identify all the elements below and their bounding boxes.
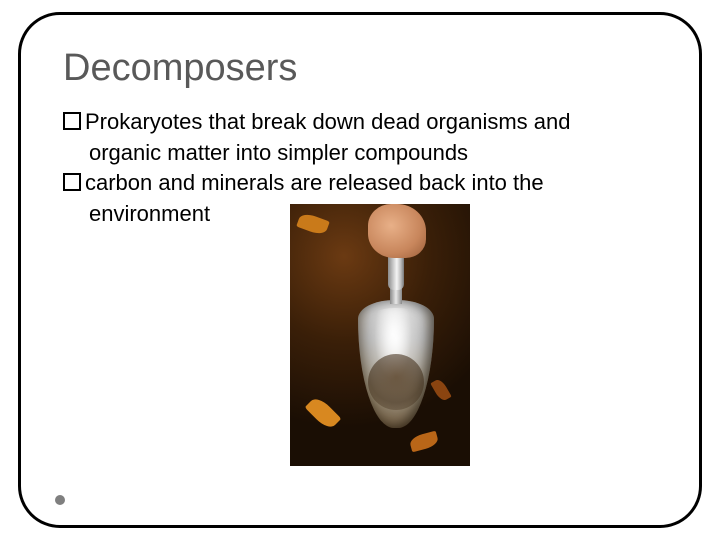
footer-dot-icon xyxy=(55,495,65,505)
bullet-item-1: Prokaryotes that break down dead organis… xyxy=(63,108,657,137)
bullet-text-line: Prokaryotes that break down dead organis… xyxy=(85,108,571,137)
square-bullet-icon xyxy=(63,173,81,191)
slide-frame: Decomposers Prokaryotes that break down … xyxy=(18,12,702,528)
soil-trowel-image xyxy=(290,204,470,466)
square-bullet-icon xyxy=(63,112,81,130)
bullet-item-2: carbon and minerals are released back in… xyxy=(63,169,657,198)
slide-image-container xyxy=(103,204,657,466)
hand-icon xyxy=(368,204,426,258)
bullet-text-line: carbon and minerals are released back in… xyxy=(85,169,544,198)
bullet-text-continuation: organic matter into simpler compounds xyxy=(89,139,657,168)
slide-title: Decomposers xyxy=(63,47,657,90)
dirt-overlay xyxy=(368,354,424,410)
